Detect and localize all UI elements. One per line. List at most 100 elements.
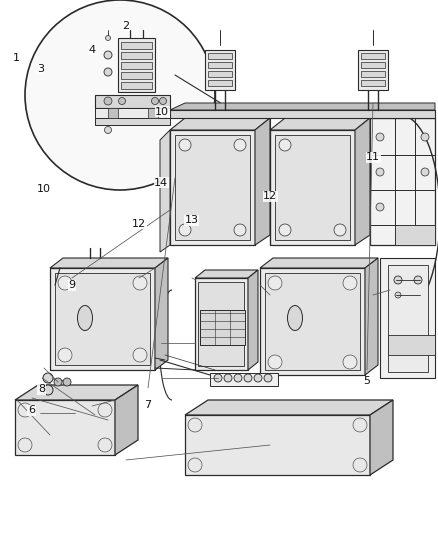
Circle shape	[279, 139, 291, 151]
Ellipse shape	[78, 305, 92, 330]
Circle shape	[264, 374, 272, 382]
Circle shape	[234, 374, 242, 382]
Text: 14: 14	[154, 178, 168, 188]
Polygon shape	[270, 118, 370, 130]
Circle shape	[119, 98, 126, 104]
Polygon shape	[121, 62, 152, 69]
Polygon shape	[355, 118, 370, 245]
Circle shape	[159, 98, 166, 104]
Polygon shape	[148, 108, 158, 118]
Polygon shape	[208, 80, 232, 86]
Polygon shape	[170, 130, 255, 245]
Text: 3: 3	[37, 64, 44, 74]
Circle shape	[279, 224, 291, 236]
Text: 2: 2	[123, 21, 130, 30]
Polygon shape	[208, 71, 232, 77]
Polygon shape	[121, 42, 152, 49]
Circle shape	[214, 374, 222, 382]
Polygon shape	[95, 118, 170, 125]
Circle shape	[395, 292, 401, 298]
Circle shape	[421, 133, 429, 141]
Polygon shape	[260, 258, 378, 268]
Polygon shape	[121, 82, 152, 89]
Polygon shape	[210, 373, 278, 386]
Polygon shape	[208, 62, 232, 68]
Circle shape	[179, 139, 191, 151]
Circle shape	[234, 224, 246, 236]
Polygon shape	[50, 258, 168, 268]
Polygon shape	[395, 225, 435, 245]
Polygon shape	[121, 72, 152, 79]
Circle shape	[353, 458, 367, 472]
Polygon shape	[170, 118, 270, 130]
Polygon shape	[365, 258, 378, 375]
Polygon shape	[55, 273, 150, 365]
Polygon shape	[255, 118, 270, 245]
Polygon shape	[208, 53, 232, 59]
Text: 10: 10	[155, 107, 169, 117]
Text: 9: 9	[69, 280, 76, 290]
Circle shape	[133, 276, 147, 290]
Circle shape	[343, 276, 357, 290]
Text: 6: 6	[28, 406, 35, 415]
Polygon shape	[115, 385, 138, 455]
Text: 12: 12	[132, 219, 146, 229]
Circle shape	[414, 276, 422, 284]
Circle shape	[105, 126, 112, 133]
Circle shape	[104, 51, 112, 59]
Text: 12: 12	[263, 191, 277, 201]
Circle shape	[98, 403, 112, 417]
Polygon shape	[361, 62, 385, 68]
Text: 7: 7	[145, 400, 152, 410]
Circle shape	[268, 276, 282, 290]
Circle shape	[58, 276, 72, 290]
Circle shape	[179, 224, 191, 236]
Circle shape	[268, 355, 282, 369]
Polygon shape	[170, 103, 435, 110]
Polygon shape	[361, 71, 385, 77]
Circle shape	[334, 224, 346, 236]
Circle shape	[18, 438, 32, 452]
Polygon shape	[198, 282, 244, 366]
Circle shape	[133, 348, 147, 362]
Polygon shape	[370, 400, 393, 475]
Polygon shape	[248, 270, 258, 370]
Circle shape	[104, 97, 112, 105]
Polygon shape	[200, 310, 245, 345]
Polygon shape	[388, 265, 428, 372]
Polygon shape	[15, 400, 115, 455]
Circle shape	[104, 68, 112, 76]
Circle shape	[54, 378, 62, 386]
Circle shape	[376, 133, 384, 141]
Text: 10: 10	[37, 184, 51, 194]
Polygon shape	[361, 80, 385, 86]
Circle shape	[343, 355, 357, 369]
Polygon shape	[185, 415, 370, 475]
Circle shape	[234, 139, 246, 151]
Circle shape	[188, 458, 202, 472]
Polygon shape	[121, 52, 152, 59]
Polygon shape	[95, 108, 170, 118]
Text: 1: 1	[13, 53, 20, 62]
Polygon shape	[270, 130, 355, 245]
Circle shape	[254, 374, 262, 382]
Polygon shape	[195, 278, 248, 370]
Polygon shape	[155, 258, 168, 370]
Polygon shape	[195, 270, 258, 278]
Circle shape	[421, 168, 429, 176]
Circle shape	[18, 403, 32, 417]
Circle shape	[188, 418, 202, 432]
Circle shape	[376, 168, 384, 176]
Polygon shape	[275, 135, 350, 240]
Polygon shape	[160, 130, 170, 252]
Polygon shape	[370, 118, 435, 245]
Polygon shape	[95, 95, 170, 108]
Circle shape	[43, 373, 53, 383]
Ellipse shape	[287, 305, 303, 330]
Polygon shape	[170, 110, 435, 118]
Polygon shape	[380, 258, 435, 378]
Polygon shape	[260, 268, 365, 375]
Circle shape	[63, 378, 71, 386]
Circle shape	[244, 374, 252, 382]
Circle shape	[394, 276, 402, 284]
